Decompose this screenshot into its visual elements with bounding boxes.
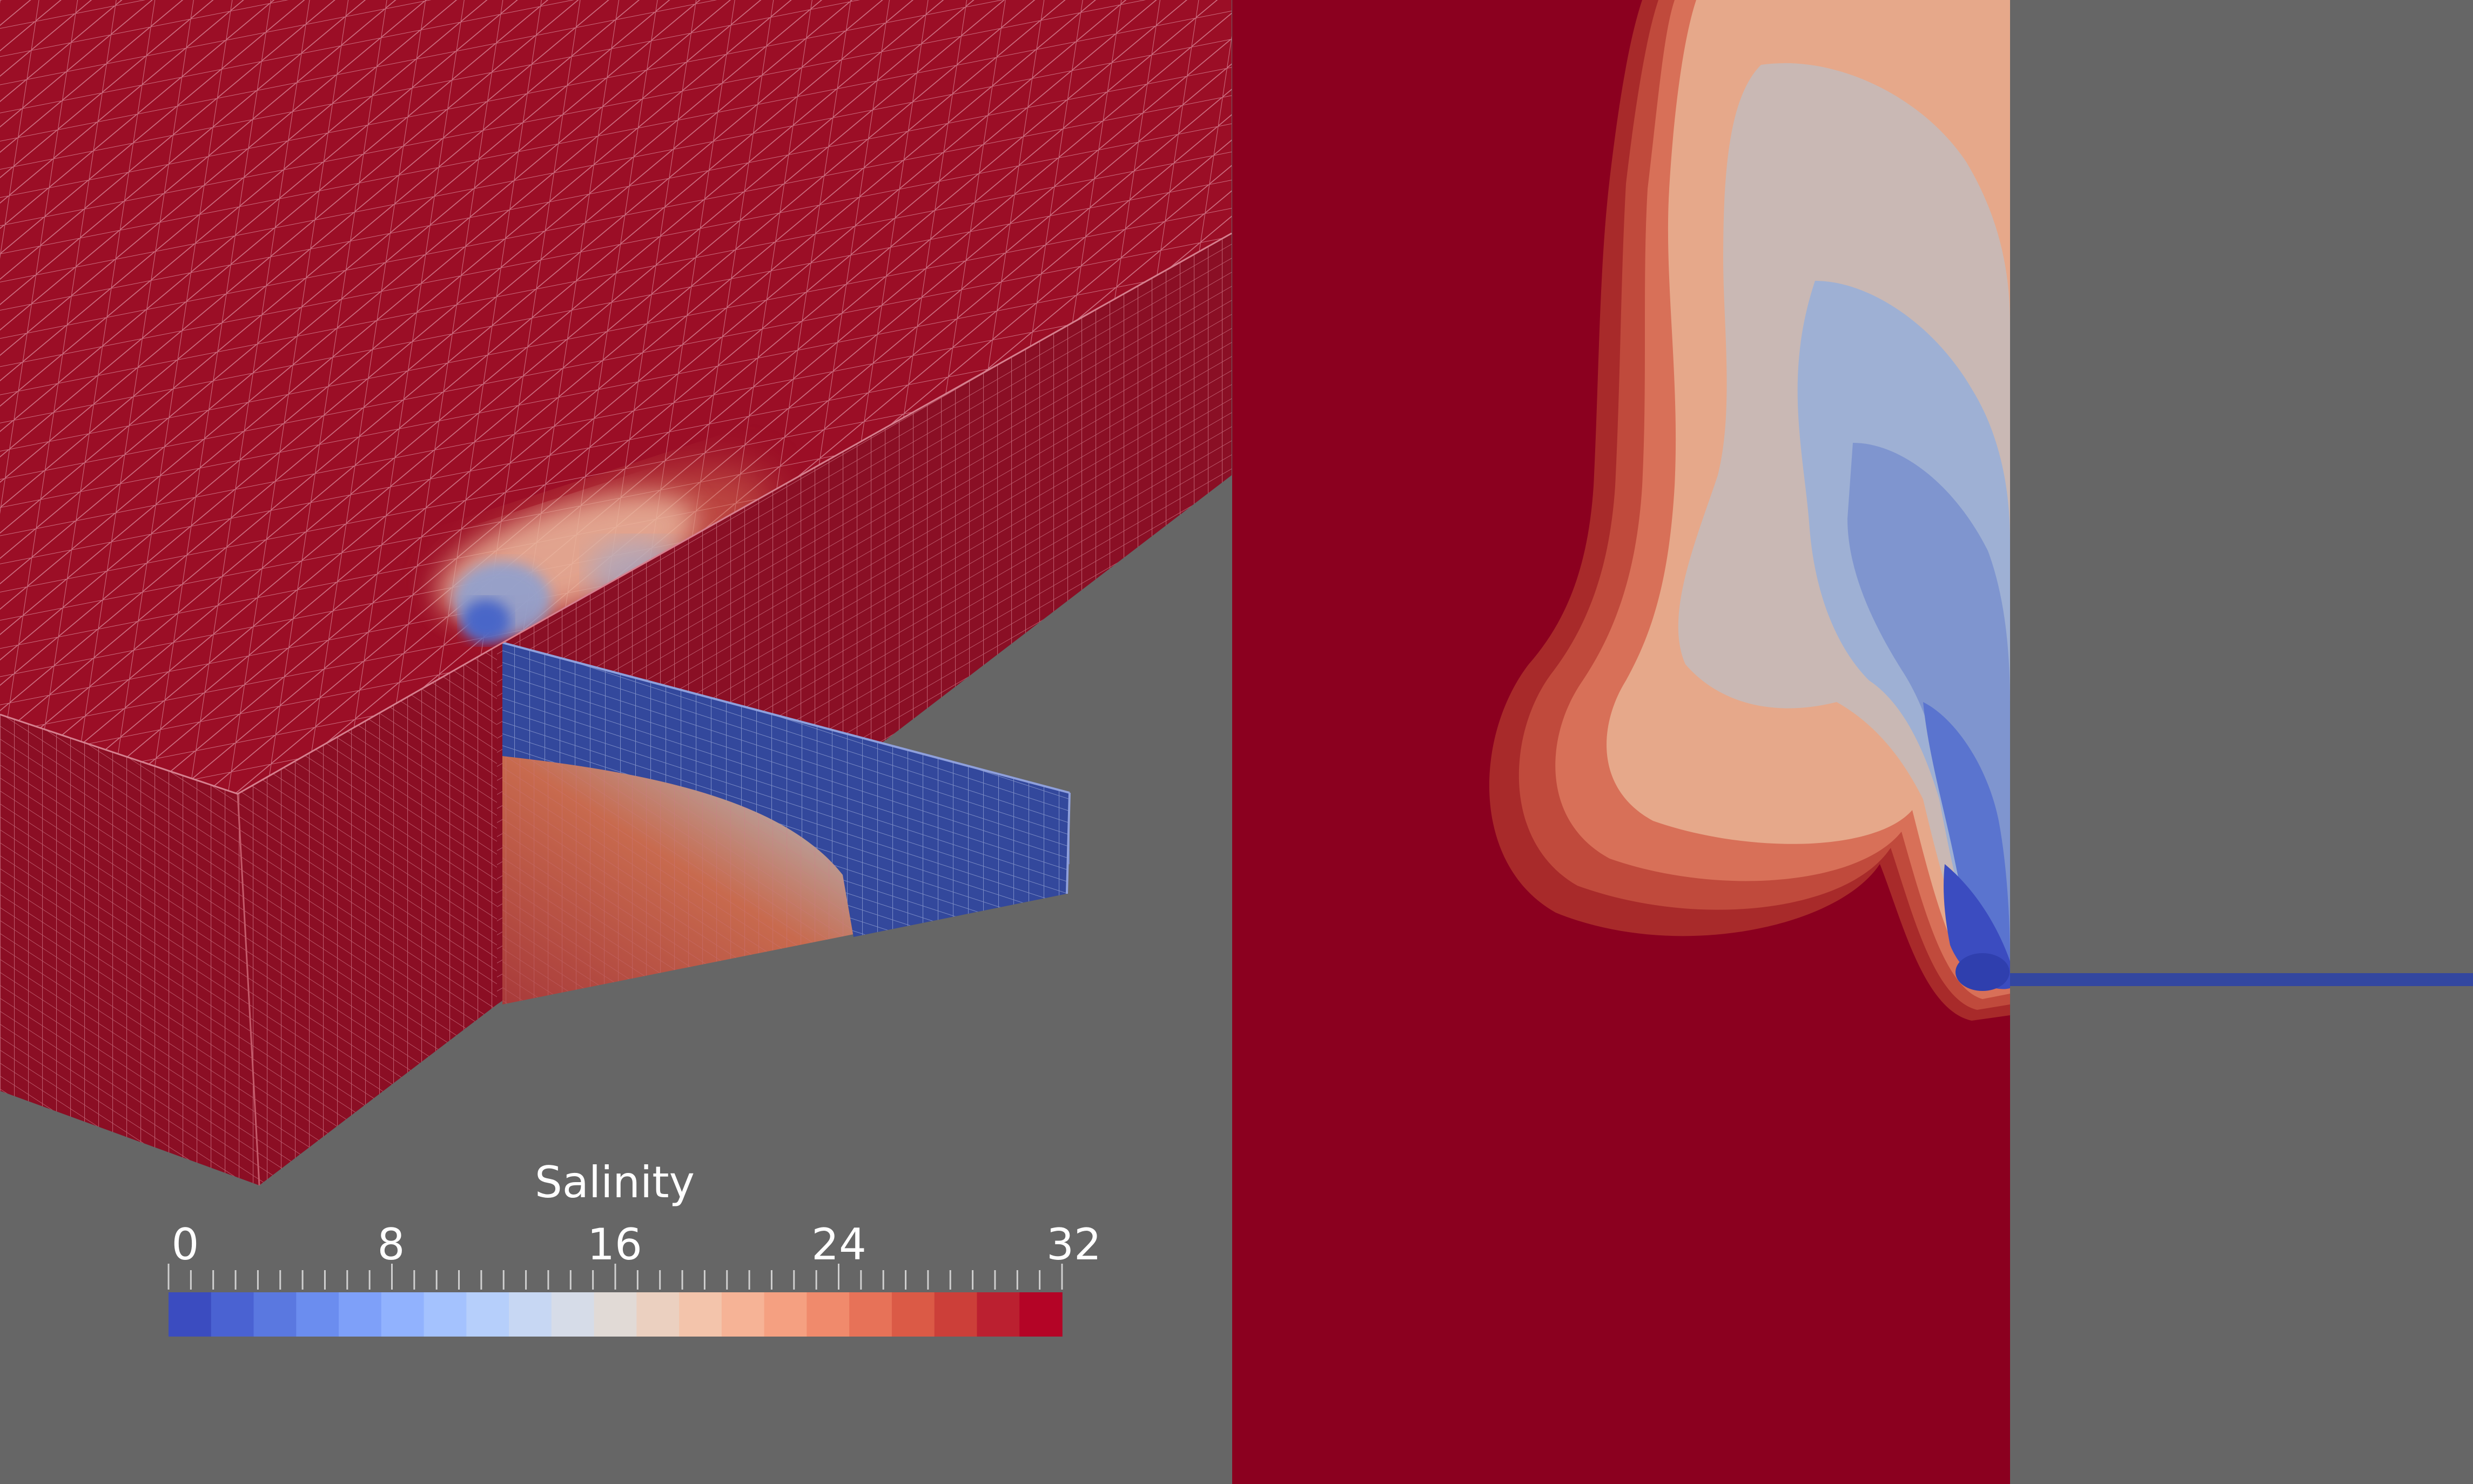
colorbar-tick-label: 32 (1046, 1219, 1101, 1270)
colorbar-tick-label: 8 (378, 1219, 405, 1270)
land-region-lower (2011, 986, 2473, 1484)
river-channel (2008, 973, 2473, 986)
top-down-view (1232, 0, 2473, 1484)
colorbar-swatch (253, 1292, 297, 1337)
colorbar-swatch (169, 1292, 212, 1337)
colorbar-swatch (339, 1292, 382, 1337)
colorbar-tick-label: 16 (587, 1219, 642, 1270)
colorbar-swatch (891, 1292, 935, 1337)
colorbar-bar (169, 1292, 1063, 1337)
colorbar-tick-label: 0 (172, 1219, 199, 1270)
colorbar-swatch (977, 1292, 1020, 1337)
3d-mesh-view (0, 0, 1232, 1186)
colorbar-swatch (934, 1292, 978, 1337)
colorbar-swatch (424, 1292, 467, 1337)
colorbar-tick-label: 24 (811, 1219, 866, 1270)
colorbar-swatch (509, 1292, 552, 1337)
colorbar-legend: Salinity 0 8 16 24 32 (167, 1157, 1101, 1337)
colorbar-ticks (167, 1264, 1063, 1290)
colorbar-swatch (594, 1292, 637, 1337)
colorbar-swatch (764, 1292, 808, 1337)
colorbar-swatch (211, 1292, 254, 1337)
colorbar-swatch (466, 1292, 509, 1337)
colorbar-swatch (679, 1292, 722, 1337)
colorbar-title: Salinity (535, 1157, 695, 1208)
colorbar-swatch (849, 1292, 892, 1337)
colorbar-swatch (807, 1292, 850, 1337)
colorbar-swatch (551, 1292, 595, 1337)
colorbar-swatch (381, 1292, 425, 1337)
colorbar-swatch (296, 1292, 339, 1337)
land-region (2011, 0, 2473, 973)
colorbar-swatch (636, 1292, 680, 1337)
salinity-plume (1489, 0, 2010, 1021)
colorbar-swatch (721, 1292, 765, 1337)
colorbar-swatch (1019, 1292, 1063, 1337)
